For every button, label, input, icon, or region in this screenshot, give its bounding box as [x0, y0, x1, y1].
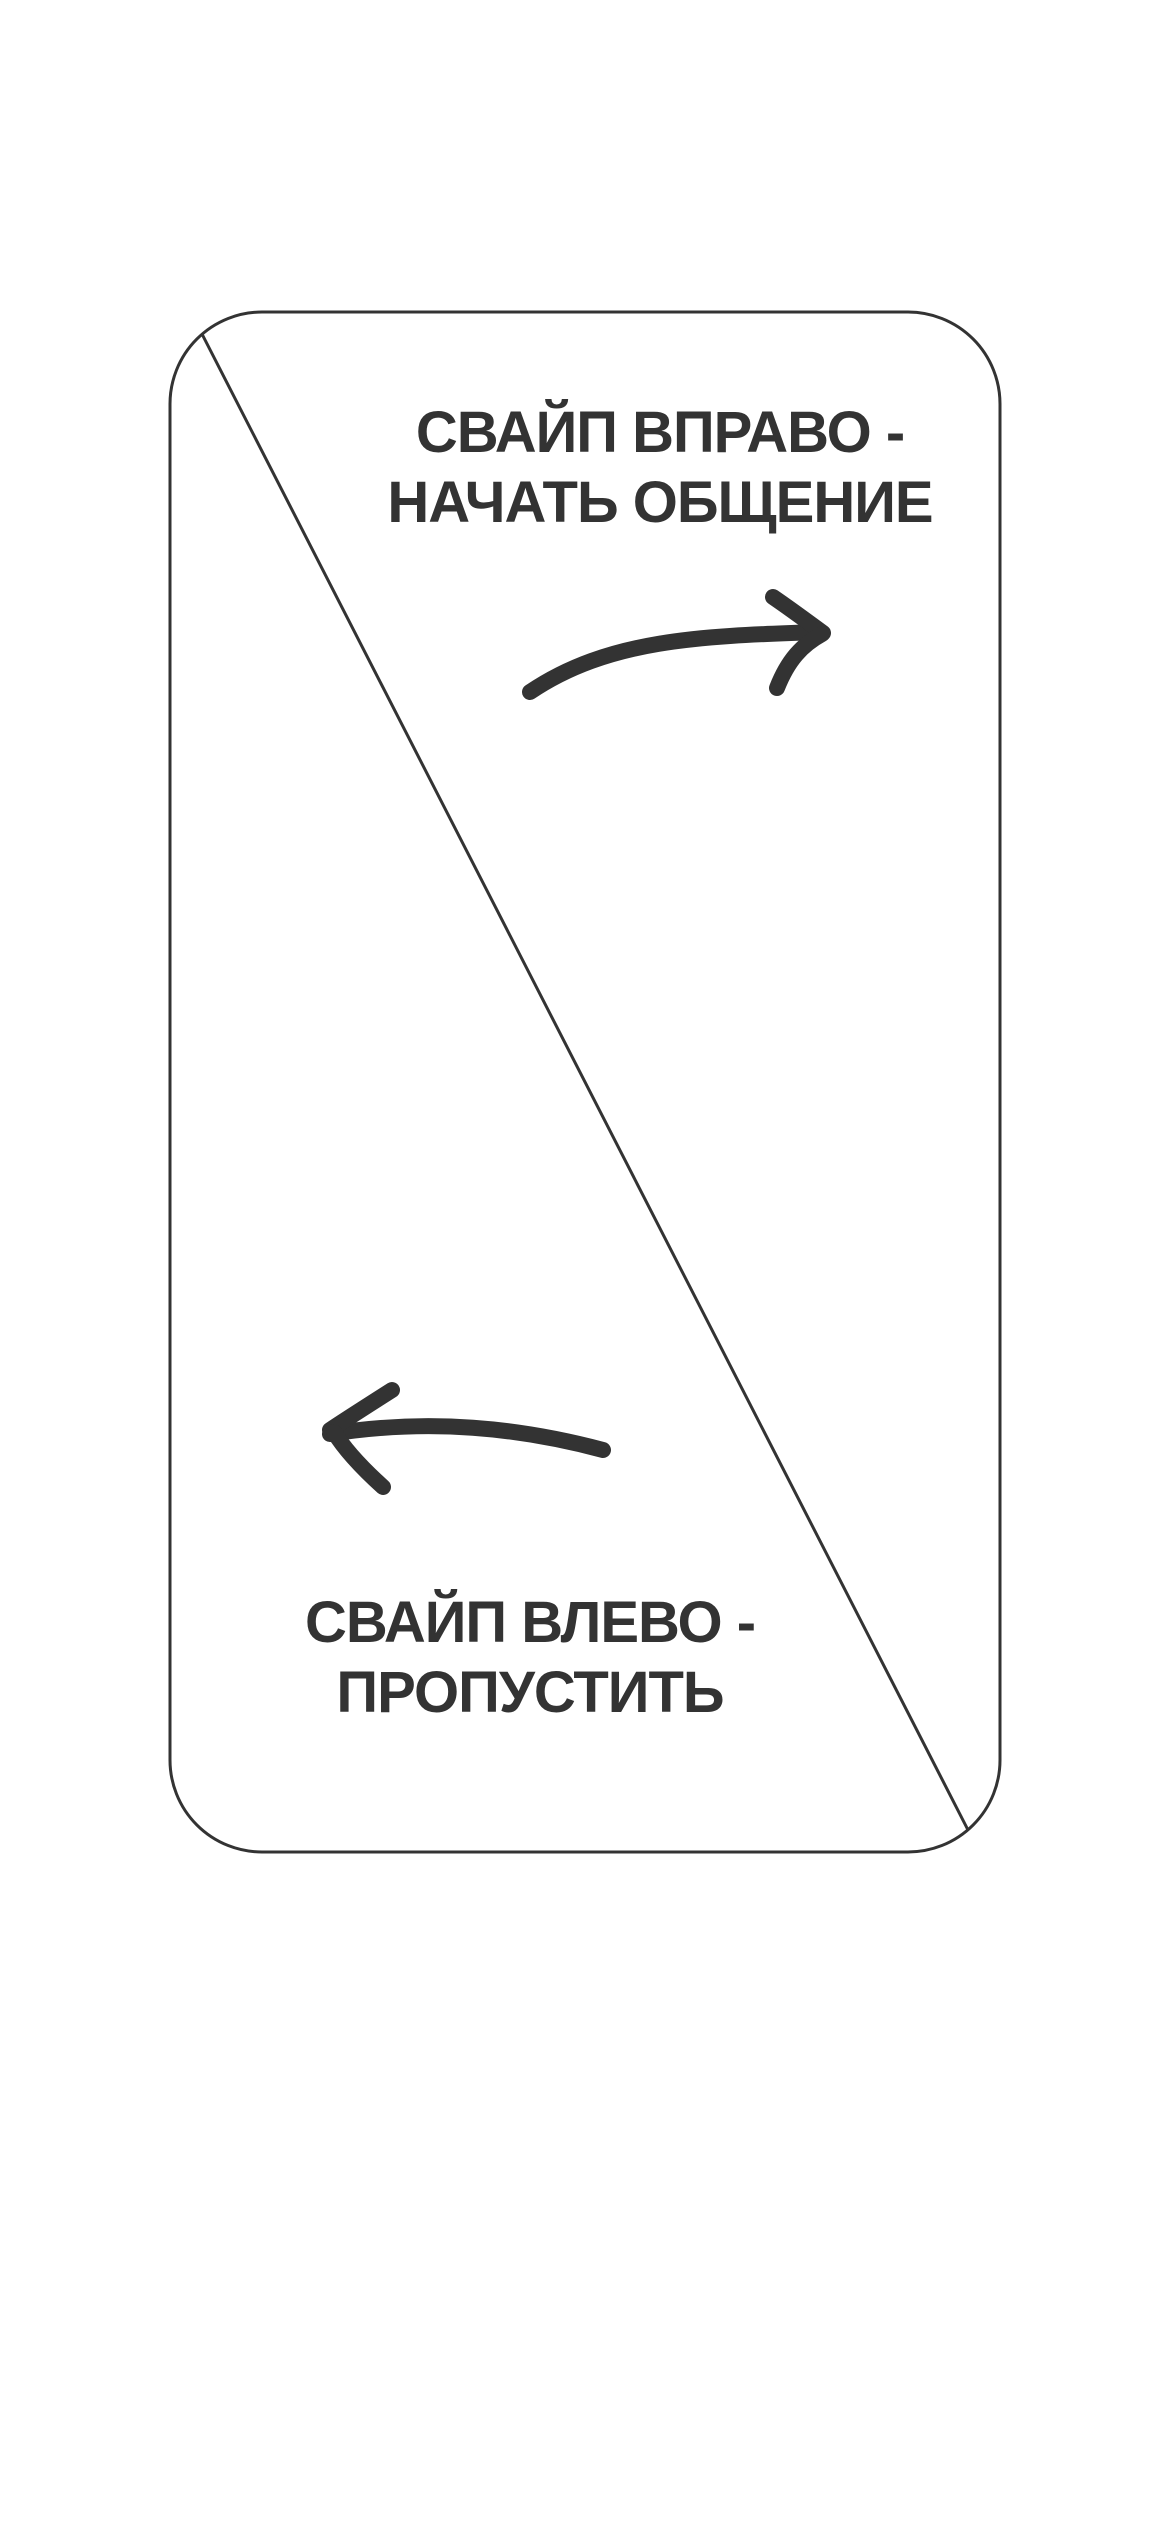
curved-arrow-right-icon: [522, 589, 831, 700]
swipe-right-hint-line1: СВАЙП ВПРАВО -: [415, 400, 905, 465]
curved-arrow-left-icon: [322, 1382, 611, 1495]
swipe-left-hint: СВАЙП ВЛЕВО - ПРОПУСТИТЬ: [270, 1588, 790, 1728]
swipe-left-hint-line2: ПРОПУСТИТЬ: [336, 1660, 724, 1725]
card-frame: [168, 310, 1002, 1854]
swipe-right-hint: СВАЙП ВПРАВО - НАЧАТЬ ОБЩЕНИЕ: [380, 398, 940, 538]
swipe-right-hint-line2: НАЧАТЬ ОБЩЕНИЕ: [387, 470, 933, 535]
diagonal-divider: [200, 333, 970, 1831]
swipe-left-hint-line1: СВАЙП ВЛЕВО -: [304, 1590, 756, 1655]
